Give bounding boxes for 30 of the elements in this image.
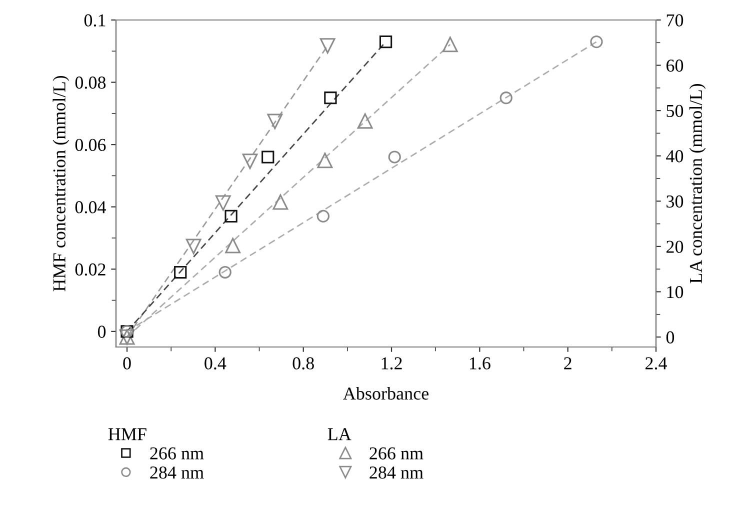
text: HMF xyxy=(108,428,146,440)
y2-tick-label: 50 xyxy=(666,104,684,118)
legend-label: 266 nm xyxy=(370,447,424,460)
y2-tick-label: 0 xyxy=(666,331,674,344)
legend-label: 284 nm xyxy=(370,466,424,479)
y-tick-label: 0.02 xyxy=(75,263,106,276)
y-axis-title: HMF concentration (mmol/L) xyxy=(52,76,70,292)
y2-tick-label: 10 xyxy=(667,286,684,298)
y-tick-label: 0.06 xyxy=(75,138,106,152)
legend-label: 284 nm xyxy=(150,466,204,479)
y2-tick-label: 40 xyxy=(666,150,684,162)
y2-tick-label: 20 xyxy=(666,240,684,253)
y2-axis-title: LA concentration (mmol/L) xyxy=(689,84,706,284)
y2-tick-label: 60 xyxy=(666,60,684,72)
x-tick-label: 2.4 xyxy=(646,357,668,370)
legend-label: 266 nm xyxy=(150,447,204,460)
y-tick-label: 0.08 xyxy=(75,76,106,89)
text: LA xyxy=(328,428,352,440)
x-tick-label: 0.8 xyxy=(292,357,314,370)
x-tick-label: 2 xyxy=(564,357,572,370)
y-tick-label: 0.04 xyxy=(75,201,106,214)
y-tick-label: 0.1 xyxy=(84,14,106,27)
x-tick-label: 1.2 xyxy=(382,357,402,370)
y2-tick-label: 30 xyxy=(666,195,684,208)
y-tick-label: 0 xyxy=(98,326,106,338)
x-tick-label: 0.4 xyxy=(204,357,226,370)
x-tick-label: 1.6 xyxy=(470,357,490,370)
x-axis-title: Absorbance xyxy=(343,386,428,400)
x-tick-label: 0 xyxy=(123,357,131,370)
y2-tick-label: 70 xyxy=(666,14,684,26)
